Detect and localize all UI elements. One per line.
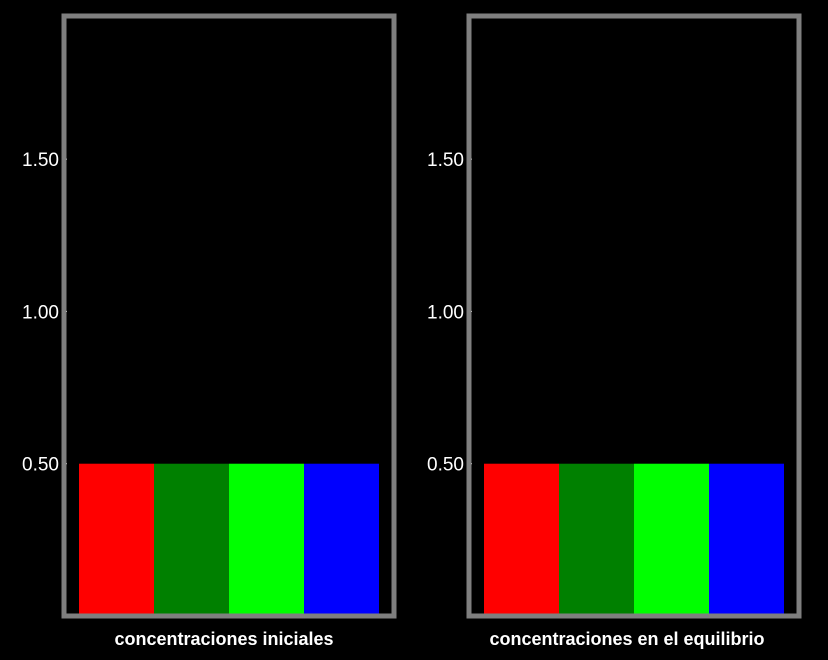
panel-equilibrium-bars [484, 463, 784, 616]
panel-initial: 0.50 1.00 1.50 concentraciones iniciales [22, 13, 397, 649]
panel-equilibrium-title: concentraciones en el equilibrio [489, 629, 764, 649]
panel-equilibrium-ytick-label: 1.50 [427, 150, 464, 171]
panel-equilibrium-ticks: 0.50 1.00 1.50 [427, 150, 472, 476]
panel-equilibrium-bar-1 [484, 463, 559, 616]
panel-initial-ytick-label: 1.00 [22, 302, 59, 323]
panel-initial-bars [79, 463, 379, 616]
panel-initial-frame [61, 13, 397, 619]
panel-initial-bar-4 [304, 463, 379, 616]
panel-equilibrium-bar-2 [559, 463, 634, 616]
panel-equilibrium-ytick-label: 1.00 [427, 302, 464, 323]
panel-equilibrium: 0.50 1.00 1.50 concentraciones en el equil… [427, 13, 802, 649]
panel-initial-title: concentraciones iniciales [114, 629, 333, 649]
panel-equilibrium-bar-4 [709, 463, 784, 616]
panel-initial-bar-1 [79, 463, 154, 616]
panel-equilibrium-ytick-label: 0.50 [427, 455, 464, 476]
panel-initial-ytick-label: 0.50 [22, 455, 59, 476]
panel-equilibrium-frame [466, 13, 802, 619]
panel-initial-ticks: 0.50 1.00 1.50 [22, 150, 67, 476]
panel-initial-ytick-label: 1.50 [22, 150, 59, 171]
panel-initial-bar-2 [154, 463, 229, 616]
panel-equilibrium-bar-3 [634, 463, 709, 616]
panel-initial-bar-3 [229, 463, 304, 616]
